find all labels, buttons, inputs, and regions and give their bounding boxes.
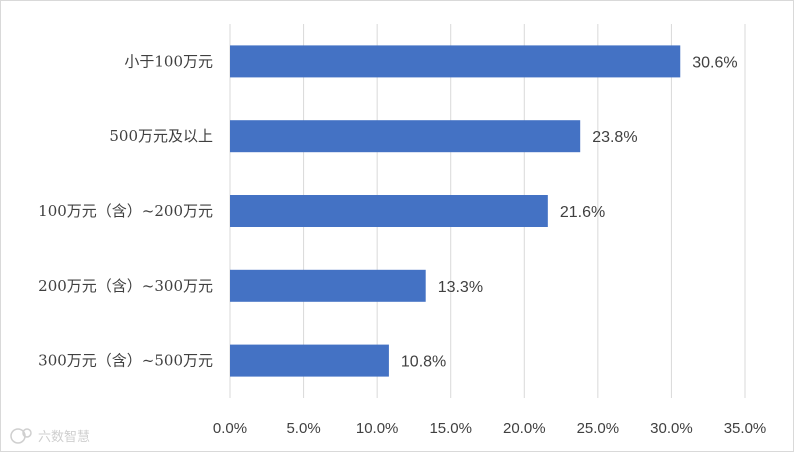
- bar: [230, 120, 581, 153]
- bar: [230, 344, 389, 377]
- x-tick-label: 20.0%: [503, 420, 546, 437]
- x-tick-label: 25.0%: [577, 420, 620, 437]
- bar: [230, 269, 426, 302]
- category-label: 100万元（含）~200万元: [38, 202, 213, 220]
- data-label: 30.6%: [692, 54, 737, 71]
- x-tick-label: 10.0%: [356, 420, 399, 437]
- x-tick-label: 5.0%: [286, 420, 320, 437]
- category-label: 小于100万元: [124, 52, 213, 70]
- data-label: 23.8%: [592, 129, 637, 146]
- watermark: 六数智慧: [10, 428, 90, 445]
- labels: 0.0% 5.0% 10.0% 15.0% 20.0% 25.0% 30.0% 35.0% 小于…: [38, 52, 766, 437]
- watermark-logo-icon: [10, 428, 32, 444]
- data-label: 13.3%: [438, 279, 483, 296]
- data-label: 10.8%: [401, 354, 446, 371]
- watermark-text: 六数智慧: [38, 429, 90, 445]
- x-tick-label: 0.0%: [213, 420, 247, 437]
- x-tick-label: 35.0%: [724, 420, 767, 437]
- bars: [230, 45, 681, 377]
- bar: [230, 195, 548, 227]
- x-tick-label: 15.0%: [429, 420, 472, 437]
- category-label: 500万元及以上: [109, 127, 213, 145]
- category-label: 200万元（含）~300万元: [38, 277, 213, 295]
- category-label: 300万元（含）~500万元: [38, 352, 213, 370]
- bar: [230, 45, 681, 78]
- x-tick-label: 30.0%: [650, 420, 693, 437]
- data-label: 21.6%: [560, 204, 605, 221]
